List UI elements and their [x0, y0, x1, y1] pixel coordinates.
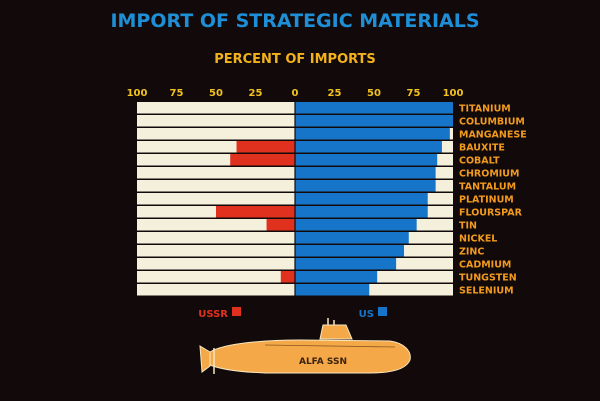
bar-us — [295, 115, 453, 127]
bar-us — [295, 284, 370, 296]
category-labels: TITANIUM COLUMBIUM MANGANESE BAUXITE COBALT C… — [459, 104, 527, 297]
legend-ussr-swatch — [232, 307, 241, 316]
bar-us — [295, 206, 428, 218]
category-label: COBALT — [459, 156, 500, 167]
bar-ussr — [230, 154, 295, 166]
category-label: CADMIUM — [459, 260, 511, 271]
legend-us-label: US — [359, 309, 374, 320]
bar-us — [295, 180, 436, 192]
category-label: FLOURSPAR — [459, 208, 523, 219]
tick-label: 75 — [407, 88, 421, 99]
bar-ussr — [280, 271, 295, 283]
tick-label: 100 — [443, 88, 464, 99]
bar-us — [295, 219, 417, 231]
bar-us — [295, 167, 436, 179]
legend: USSR US — [198, 307, 387, 320]
category-label: NICKEL — [459, 234, 497, 245]
bar-us — [295, 271, 378, 283]
bar-us — [295, 232, 409, 244]
tick-label: 100 — [127, 88, 148, 99]
category-label: PLATINUM — [459, 195, 514, 206]
category-label: TUNGSTEN — [459, 273, 517, 284]
bar-ussr — [216, 206, 295, 218]
legend-ussr-label: USSR — [198, 309, 228, 320]
category-label: CHROMIUM — [459, 169, 519, 180]
category-label: COLUMBIUM — [459, 117, 525, 128]
category-label: BAUXITE — [459, 143, 505, 154]
bar-us — [295, 245, 405, 257]
submarine-label: ALFA SSN — [299, 357, 347, 367]
bar-us — [295, 258, 397, 270]
submarine-illustration: ALFA SSN — [199, 318, 411, 374]
category-label: ZINC — [459, 247, 484, 258]
category-label: SELENIUM — [459, 286, 514, 297]
category-label: TIN — [459, 221, 477, 232]
category-label: MANGANESE — [459, 130, 527, 141]
bar-ussr — [266, 219, 295, 231]
tick-label: 25 — [249, 88, 263, 99]
tick-label: 25 — [328, 88, 342, 99]
legend-us-swatch — [378, 307, 387, 316]
bar-ussr — [236, 141, 295, 153]
chart-subtitle: PERCENT OF IMPORTS — [214, 52, 376, 67]
bar-us — [295, 141, 442, 153]
tick-label: 50 — [209, 88, 223, 99]
chart-title: IMPORT OF STRATEGIC MATERIALS — [110, 10, 479, 32]
bar-us — [295, 128, 450, 140]
bars — [137, 102, 453, 296]
category-label: TANTALUM — [459, 182, 516, 193]
bar-us — [295, 102, 453, 114]
category-label: TITANIUM — [459, 104, 511, 115]
tick-label: 0 — [292, 88, 299, 99]
axis-ticks: 100 75 50 25 0 25 50 75 100 — [127, 88, 464, 99]
bar-us — [295, 193, 428, 205]
tick-label: 50 — [367, 88, 381, 99]
bar-us — [295, 154, 438, 166]
tick-label: 75 — [170, 88, 184, 99]
